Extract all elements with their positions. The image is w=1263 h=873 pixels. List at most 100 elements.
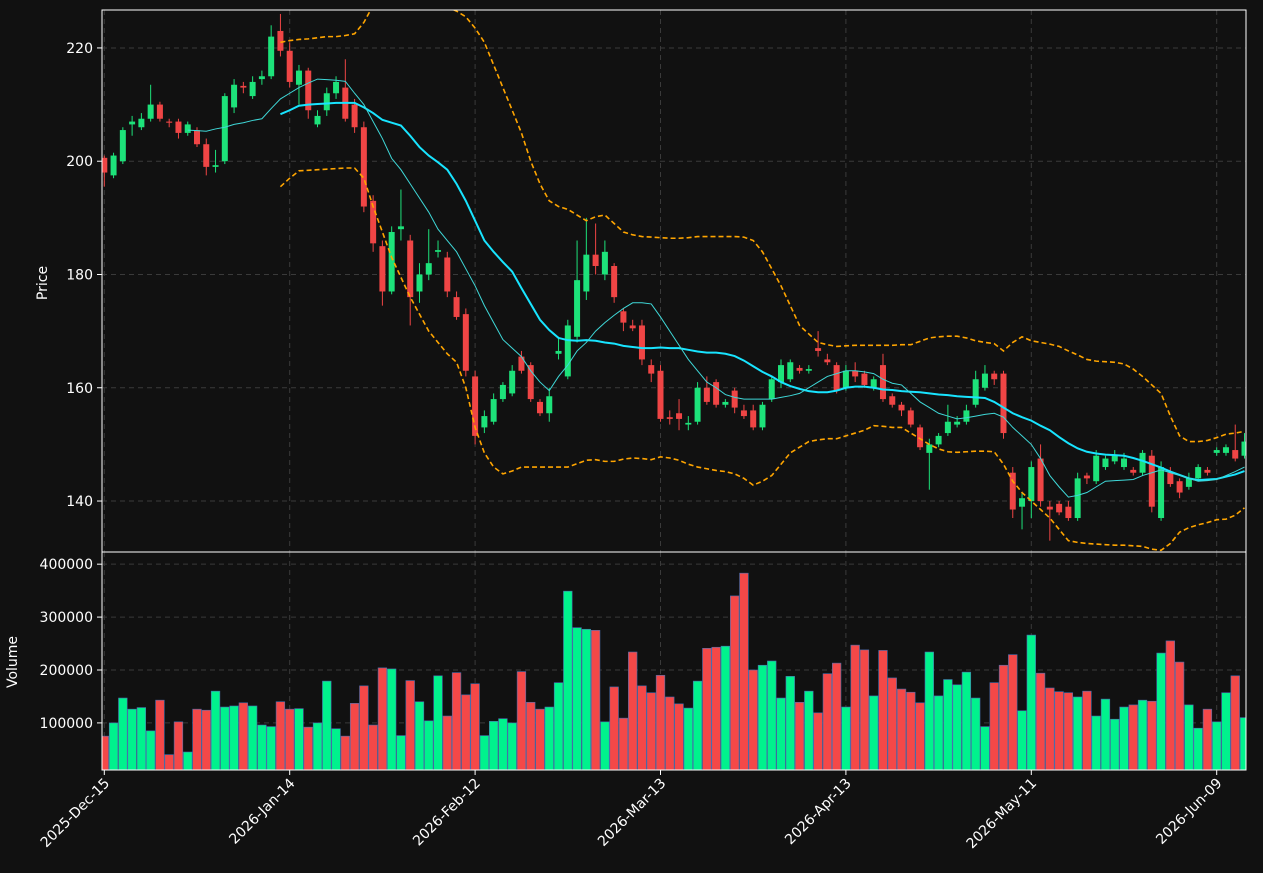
volume-bar	[831, 662, 842, 770]
candle-body	[972, 379, 979, 405]
candle-body	[1046, 506, 1053, 510]
volume-bar	[1063, 692, 1074, 770]
candle-body	[861, 373, 868, 385]
candle-body	[1222, 447, 1229, 453]
volume-bar	[665, 696, 675, 770]
candle-body	[370, 200, 377, 244]
candle-body	[472, 376, 479, 436]
candle-body	[713, 382, 720, 405]
volume-bar	[628, 651, 638, 770]
volume-bar	[822, 673, 832, 770]
candle-body	[1074, 478, 1081, 519]
x-tick-label: 2026-Apr-13	[782, 776, 855, 849]
volume-axis-label: Volume	[5, 636, 21, 688]
candle-body	[1204, 469, 1211, 473]
volume-bar	[915, 702, 925, 770]
volume-bar	[1137, 699, 1148, 770]
candle-body	[1083, 475, 1090, 479]
candle-body	[1139, 452, 1146, 473]
volume-bar	[266, 726, 276, 770]
candle-body	[778, 365, 785, 383]
volume-bar	[859, 649, 870, 770]
candle-body	[305, 70, 312, 111]
candle-body	[963, 410, 970, 422]
volume-bar	[887, 677, 897, 770]
candle-body	[750, 410, 757, 428]
candle-body	[935, 435, 942, 445]
volume-bar	[201, 709, 211, 770]
candle-body	[879, 365, 886, 400]
volume-bar	[294, 708, 304, 770]
candle-body	[546, 396, 553, 414]
volume-bar	[285, 708, 295, 770]
candle-body	[360, 127, 367, 207]
volume-bar	[479, 735, 490, 770]
volume-bar	[961, 671, 972, 770]
volume-bar	[1073, 696, 1083, 770]
candle-body	[601, 251, 608, 275]
candle-body	[221, 96, 228, 162]
candle-body	[462, 314, 469, 371]
volume-bar	[878, 650, 888, 770]
volume-bar	[303, 726, 313, 770]
candle-body	[258, 76, 265, 80]
candle-body	[1065, 506, 1072, 519]
volume-bar	[1008, 654, 1018, 770]
candle-body	[954, 421, 961, 425]
candle-body	[611, 265, 618, 298]
volume-bar	[674, 703, 684, 770]
volume-bar	[461, 694, 471, 770]
candle-body	[499, 384, 506, 400]
candle-body	[824, 359, 831, 363]
y-axis-label: Price	[35, 266, 51, 300]
candle-body	[388, 232, 395, 292]
candle-body	[138, 118, 145, 128]
price-frame	[101, 9, 1247, 553]
candle-body	[731, 390, 738, 408]
candle-body	[416, 274, 423, 292]
volume-bar	[609, 686, 619, 770]
volume-bar	[655, 674, 666, 770]
volume-bar	[1128, 704, 1138, 770]
candle-body	[555, 350, 562, 354]
candle-body	[1102, 458, 1109, 468]
volume-bar	[581, 628, 591, 770]
candle-body	[518, 356, 525, 371]
volume-bar	[1221, 692, 1231, 770]
candle-body	[203, 144, 210, 167]
volume-bar	[377, 667, 388, 770]
candle-body	[666, 417, 673, 419]
volume-bar	[368, 724, 378, 770]
candle-body	[268, 36, 275, 77]
candle-body	[805, 369, 812, 371]
volume-bar	[1156, 652, 1166, 770]
volume-bar	[1174, 661, 1185, 770]
y-tick-label: 160	[66, 381, 93, 397]
volume-bar	[210, 690, 221, 770]
candle-body	[536, 401, 543, 414]
volume-bar	[637, 685, 647, 770]
volume-bar	[498, 718, 508, 770]
candle-body	[629, 325, 636, 329]
volume-bar	[1147, 700, 1157, 770]
volume-bar	[238, 702, 248, 770]
volume-bar	[869, 695, 879, 770]
candle-body	[592, 254, 599, 266]
volume-bar	[1082, 690, 1092, 770]
candle-body	[574, 280, 581, 337]
volume-bar	[544, 706, 554, 770]
volume-bar	[563, 590, 573, 770]
candle-body	[425, 263, 432, 275]
candle-body	[1130, 469, 1137, 473]
volume-bar	[136, 707, 147, 770]
volume-bar	[590, 630, 601, 770]
volume-bar	[748, 669, 758, 770]
candle-body	[991, 373, 998, 380]
volume-bar	[257, 724, 267, 770]
candle-body	[1185, 478, 1192, 487]
candle-body	[249, 81, 256, 97]
volume-bar	[813, 712, 823, 770]
price-panel	[102, 10, 1246, 552]
volume-tick-label: 100000	[40, 716, 93, 732]
